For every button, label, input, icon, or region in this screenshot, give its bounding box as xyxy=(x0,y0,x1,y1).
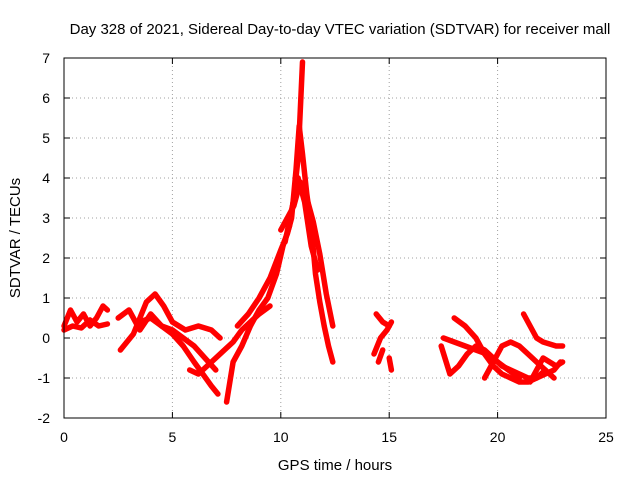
plot-frame xyxy=(63,57,607,419)
series-arc-10 xyxy=(282,175,321,273)
series-arc-12 xyxy=(371,319,395,357)
series-arc-20 xyxy=(527,355,566,385)
y-tick-label: 3 xyxy=(42,210,50,226)
x-axis-label: GPS time / hours xyxy=(278,457,392,474)
x-tick-label: 20 xyxy=(490,429,506,445)
series-layer xyxy=(61,59,566,405)
x-tick-label: 25 xyxy=(598,429,614,445)
y-tick-label: 5 xyxy=(42,130,50,146)
series-arc-18 xyxy=(481,339,557,381)
tick-layer: 0 5 10 15 20 25 -2 -1 0 1 2 3 4 5 6 7 xyxy=(38,50,614,445)
x-tick-label: 5 xyxy=(169,429,177,445)
series-arc-14 xyxy=(386,355,395,373)
series-arc-19 xyxy=(520,311,566,349)
y-tick-label: -2 xyxy=(38,410,51,426)
x-tick-label: 15 xyxy=(381,429,397,445)
x-tick-label: 10 xyxy=(273,429,289,445)
y-axis-label: SDTVAR / TECUs xyxy=(7,178,24,298)
chart-title: Day 328 of 2021, Sidereal Day-to-day VTE… xyxy=(70,21,611,38)
y-tick-label: 0 xyxy=(42,330,50,346)
series-arc-13 xyxy=(375,347,386,365)
y-tick-label: 4 xyxy=(42,170,50,186)
series-arc-8 xyxy=(234,123,336,365)
series-arc-3 xyxy=(115,307,219,373)
series-arc-2 xyxy=(61,317,111,333)
y-tick-label: 2 xyxy=(42,250,50,266)
y-tick-label: 7 xyxy=(42,50,50,66)
y-tick-label: 6 xyxy=(42,90,50,106)
series-arc-5 xyxy=(137,315,221,397)
grid xyxy=(64,58,606,418)
series-arc-4 xyxy=(117,291,223,353)
series-arc-7 xyxy=(223,59,306,405)
x-tick-label: 0 xyxy=(60,429,68,445)
y-tick-label: 1 xyxy=(42,290,50,306)
y-tick-label: -1 xyxy=(38,370,51,386)
